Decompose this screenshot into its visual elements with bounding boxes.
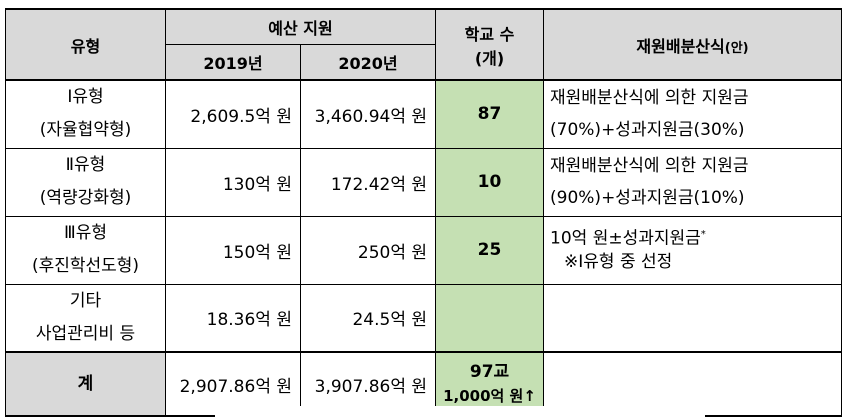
row-formula-line1: 재원배분산식에 의한 지원금 <box>550 88 749 109</box>
total-schools-line1: 97교 <box>469 362 510 382</box>
row-budget-2020: 3,460.94억 원 <box>299 79 437 149</box>
row-type-line1: Ⅲ유형 <box>63 223 107 243</box>
header-budget: 예산 지원 <box>164 8 437 45</box>
total-label: 계 <box>5 351 166 417</box>
row-type-line1: 기타 <box>69 290 102 311</box>
footnote-marker: * <box>700 228 706 240</box>
row-budget-2020: 172.42억 원 <box>299 147 437 217</box>
row-type: Ⅰ유형 (자율협약형) <box>5 79 166 149</box>
row-type-line2: 사업관리비 등 <box>35 323 136 344</box>
row-budget-2019: 130억 원 <box>165 147 301 217</box>
row-type: Ⅱ유형 (역량강화형) <box>5 147 166 217</box>
table-row-type3: Ⅲ유형 (후진학선도형) 150억 원 250억 원 25 10억 원±성과지원… <box>5 215 843 285</box>
row-budget-2019: 2,609.5억 원 <box>165 79 301 149</box>
row-formula-line1: 재원배분산식에 의한 지원금 <box>550 156 749 176</box>
row-type: 기타 사업관리비 등 <box>5 283 166 353</box>
row-formula-note: ※Ⅰ유형 중 선정 <box>564 252 673 273</box>
header-year-2020: 2020년 <box>299 43 437 81</box>
row-schools <box>435 283 545 353</box>
row-type-line1: Ⅱ유형 <box>65 155 106 175</box>
budget-table-container: 유형 예산 지원 학교 수 (개) 재원배분산식(안) 2019년 2020년 … <box>5 8 843 417</box>
row-type: Ⅲ유형 (후진학선도형) <box>5 215 166 285</box>
bottom-overlay <box>215 406 705 419</box>
row-budget-2019: 18.36억 원 <box>165 283 301 353</box>
table-row-total: 계 2,907.86억 원 3,907.86억 원 97교 1,000억 원↑ <box>5 351 843 417</box>
header-year-2019: 2019년 <box>165 43 301 81</box>
row-formula: 10억 원±성과지원금* ※Ⅰ유형 중 선정 <box>543 215 843 285</box>
header-schools-line2: (개) <box>474 48 505 68</box>
header-schools-line1: 학교 수 <box>464 24 515 44</box>
row-formula-line2: (90%)+성과지원금(10%) <box>550 188 745 208</box>
table-row-type2: Ⅱ유형 (역량강화형) 130억 원 172.42억 원 10 재원배분산식에 … <box>5 147 843 217</box>
row-formula-line1: 10억 원±성과지원금 <box>550 228 701 249</box>
header-formula-main: 재원배분산식 <box>636 36 725 56</box>
header-schools: 학교 수 (개) <box>435 8 545 81</box>
row-schools: 10 <box>435 147 545 217</box>
row-formula <box>543 283 843 353</box>
total-schools-line2: 1,000억 원↑ <box>443 387 536 405</box>
row-budget-2020: 250억 원 <box>299 215 437 285</box>
table-row-type1: Ⅰ유형 (자율협약형) 2,609.5억 원 3,460.94억 원 87 재원… <box>5 79 843 149</box>
row-budget-2019: 150억 원 <box>165 215 301 285</box>
header-formula-suffix: (안) <box>724 40 749 56</box>
budget-table: 유형 예산 지원 학교 수 (개) 재원배분산식(안) 2019년 2020년 … <box>5 8 843 417</box>
row-type-line2: (자율협약형) <box>39 120 132 141</box>
row-schools: 87 <box>435 79 545 149</box>
row-formula: 재원배분산식에 의한 지원금 (70%)+성과지원금(30%) <box>543 79 843 149</box>
row-type-line2: (역량강화형) <box>39 188 132 208</box>
row-type-line1: Ⅰ유형 <box>67 87 104 108</box>
row-type-line2: (후진학선도형) <box>31 256 140 276</box>
row-schools: 25 <box>435 215 545 285</box>
table-row-other: 기타 사업관리비 등 18.36억 원 24.5억 원 <box>5 283 843 353</box>
row-formula-line2: (70%)+성과지원금(30%) <box>550 120 745 141</box>
row-formula: 재원배분산식에 의한 지원금 (90%)+성과지원금(10%) <box>543 147 843 217</box>
header-type: 유형 <box>5 8 166 81</box>
row-budget-2020: 24.5억 원 <box>299 283 437 353</box>
row-formula-line1-wrap: 10억 원±성과지원금* <box>550 223 841 251</box>
header-formula: 재원배분산식(안) <box>543 8 843 81</box>
